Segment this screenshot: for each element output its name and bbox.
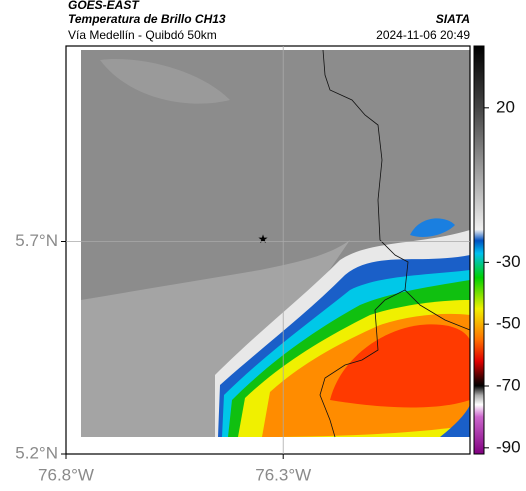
colorbar-tick-label: 20 [496,97,515,116]
map-frame [65,45,471,455]
colorbar-tick-label: -30 [496,252,521,271]
colorbar-tick-label: -90 [496,437,521,456]
y-tick-label: 5.2°N [15,443,58,462]
satellite-image: ★ [81,49,471,438]
location-marker: ★ [258,232,269,246]
x-tick-label: 76.3°W [255,465,311,484]
colorbar-tick-label: -50 [496,314,521,333]
organization: SIATA [436,12,470,26]
colorbar-tick-label: -70 [496,375,521,394]
product: Temperatura de Brillo CH13 [68,12,226,26]
route: Vía Medellín - Quibdó 50km [68,28,217,42]
colorbar [473,45,485,455]
source: GOES-EAST [68,0,140,12]
timestamp: 2024-11-06 20:49 [376,28,470,42]
y-tick-label: 5.7°N [15,231,58,250]
x-tick-label: 76.8°W [38,465,94,484]
